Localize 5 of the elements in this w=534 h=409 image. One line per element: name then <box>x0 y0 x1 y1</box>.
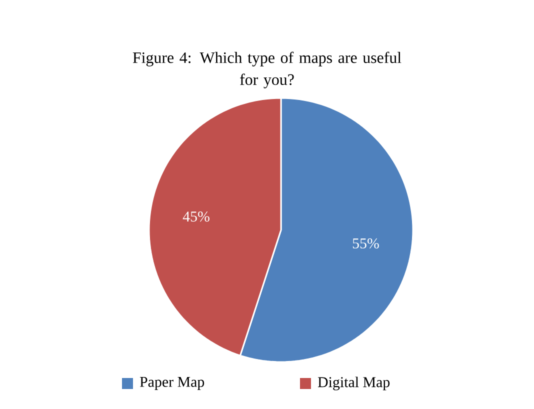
legend-label: Paper Map <box>140 377 204 390</box>
data-label: 45% <box>182 212 210 222</box>
data-label: 55% <box>352 238 379 248</box>
chart-title: Figure 4: Which type of maps are useful for you? <box>132 52 402 88</box>
legend-label: Digital Map <box>318 376 390 390</box>
